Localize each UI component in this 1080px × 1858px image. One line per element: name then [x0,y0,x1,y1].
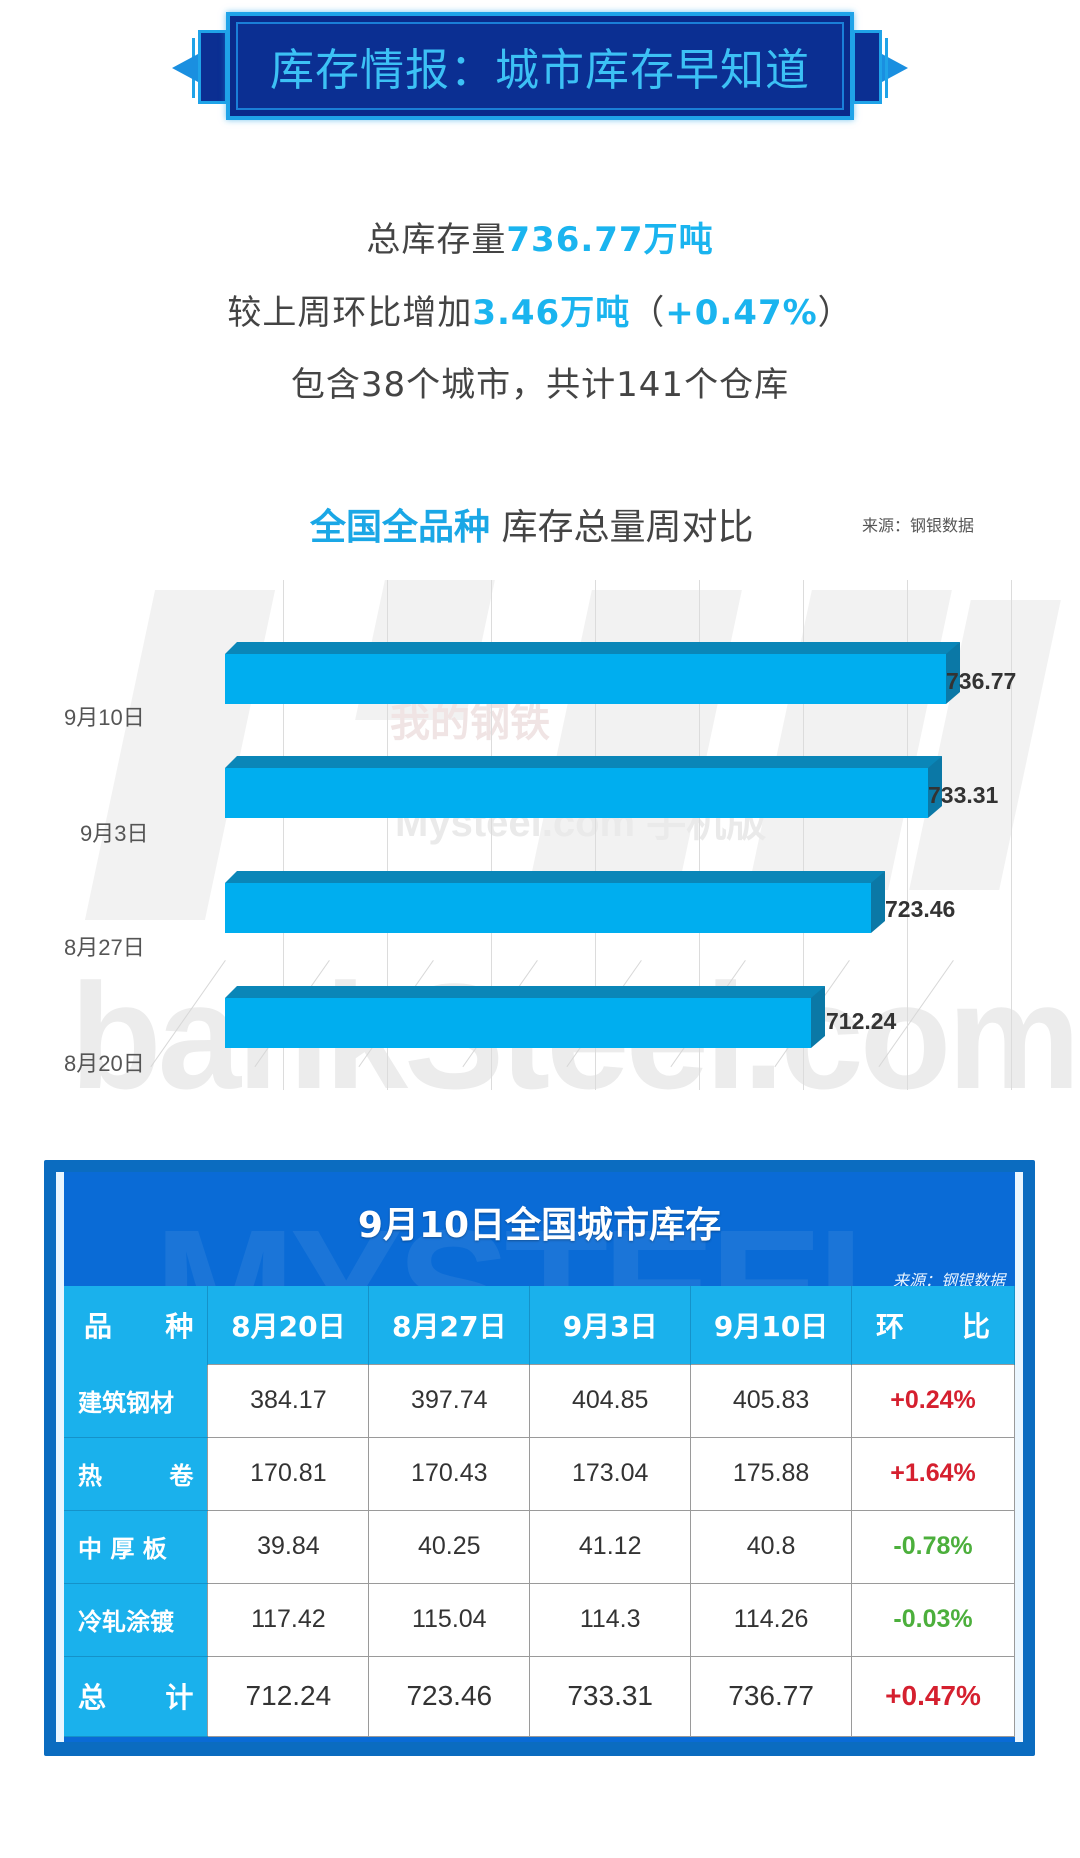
table-row: 热卷 170.81 170.43 173.04 175.88 +1.64% [64,1436,1015,1511]
summary-coverage: 包含38个城市，共计141个仓库 [290,365,790,405]
table-cell: 117.42 [207,1582,370,1657]
banner-body: 库存情报：城市库存早知道 [226,12,854,120]
col-header-date: 8月20日 [207,1286,370,1364]
summary-change-pct: +0.47% [665,293,818,333]
summary-change-value: 3.46万吨 [472,293,631,333]
summary-total: 总库存量736.77万吨 [0,212,1080,261]
row-label: 建筑钢材 [64,1364,208,1438]
change-cell: +1.64% [851,1436,1015,1511]
gridline [699,580,700,1090]
table-cell: 405.83 [690,1363,853,1438]
table-cell: 40.8 [690,1509,853,1584]
table-cell: 733.31 [529,1655,692,1737]
inventory-table: 品种 8月20日 8月27日 9月3日 9月10日 环比 建筑钢材 384.17… [64,1286,1015,1737]
table-cell: 397.74 [368,1363,531,1438]
table-source: 来源：钢银数据 [892,1271,1005,1290]
banner-arrow-left-icon [172,54,198,82]
col-header-change: 环比 [851,1286,1015,1364]
header-banner: 库存情报：城市库存早知道 [172,8,908,120]
bar-value-label: 723.46 [885,896,956,922]
summary-change: 较上周环比增加3.46万吨（+0.47%） [0,285,1080,334]
gridline [1011,580,1012,1090]
table-cell: 40.25 [368,1509,531,1584]
watermark-mysteel-cn: 我的钢铁 [390,701,550,745]
change-cell: -0.03% [851,1582,1015,1657]
table-cell: 175.88 [690,1436,853,1511]
col-header-date: 9月10日 [690,1286,853,1364]
chart-title-rest: 库存总量周对比 [490,507,754,548]
banner-cap-right [852,30,882,104]
table-cell: 170.43 [368,1436,531,1511]
change-cell: -0.78% [851,1509,1015,1584]
category-label: 8月20日 [64,1051,145,1076]
summary-change-label: 较上周环比增加 [227,293,473,333]
table-cell: 170.81 [207,1436,370,1511]
gridline [491,580,492,1090]
gridline [907,580,908,1090]
table-header-row: 品种 8月20日 8月27日 9月3日 9月10日 环比 [64,1286,1015,1364]
col-header-date: 9月3日 [529,1286,692,1364]
table-row-total: 总计 712.24 723.46 733.31 736.77 +0.47% [64,1655,1015,1737]
row-label: 热卷 [64,1437,208,1511]
table-cell: 115.04 [368,1582,531,1657]
inventory-table-panel: MYSTEEL 9月10日全国城市库存 来源：钢银数据 品种 8月20日 8月2… [44,1160,1035,1756]
bar-value-label: 736.77 [946,668,1017,694]
gridline [595,580,596,1090]
table-cell: 384.17 [207,1363,370,1438]
table-cell: 114.26 [690,1582,853,1657]
table-cell: 736.77 [690,1655,853,1737]
chart-title-bold: 全国全品种 [310,507,491,548]
gridline [803,580,804,1090]
category-label: 9月3日 [80,821,149,846]
paren-open: （ [630,293,666,333]
banner-rod-right [885,38,888,98]
chart-source: 来源：钢银数据 [862,516,975,535]
paren-close: ） [817,293,853,333]
chart-title: 全国全品种 库存总量周对比 [310,498,753,550]
change-cell: +0.47% [851,1655,1015,1737]
table-cell: 173.04 [529,1436,692,1511]
col-header-product: 品种 [64,1286,209,1364]
bar-chart: bankSteel.com 我的钢铁 Mysteel.com 手机版 736.7… [0,560,1080,1120]
row-label: 冷轧涂镀 [64,1583,208,1657]
table-cell: 712.24 [207,1655,370,1737]
table-cell: 41.12 [529,1509,692,1584]
table-row: 中 厚 板 39.84 40.25 41.12 40.8 -0.78% [64,1509,1015,1584]
category-label: 8月27日 [64,935,145,960]
table-row: 冷轧涂镀 117.42 115.04 114.3 114.26 -0.03% [64,1582,1015,1657]
banner-title: 库存情报：城市库存早知道 [270,45,810,96]
gridline [283,580,284,1090]
watermark-shape [84,590,276,920]
col-header-date: 8月27日 [368,1286,531,1364]
table-cell: 723.46 [368,1655,531,1737]
bar-value-label: 712.24 [826,1008,897,1034]
summary-total-value: 736.77万吨 [506,220,714,260]
change-cell: +0.24% [851,1363,1015,1438]
category-label: 9月10日 [64,705,145,730]
table-cell: 39.84 [207,1509,370,1584]
table-cell: 114.3 [529,1582,692,1657]
gridline [387,580,388,1090]
table-title: 9月10日全国城市库存 [357,1205,722,1246]
bar-value-label: 733.31 [928,782,999,808]
table-row: 建筑钢材 384.17 397.74 404.85 405.83 +0.24% [64,1363,1015,1438]
row-label: 中 厚 板 [64,1510,208,1584]
summary-total-label: 总库存量 [366,220,507,260]
banner-cap-left [198,30,228,104]
row-label: 总计 [64,1656,208,1737]
table-cell: 404.85 [529,1363,692,1438]
